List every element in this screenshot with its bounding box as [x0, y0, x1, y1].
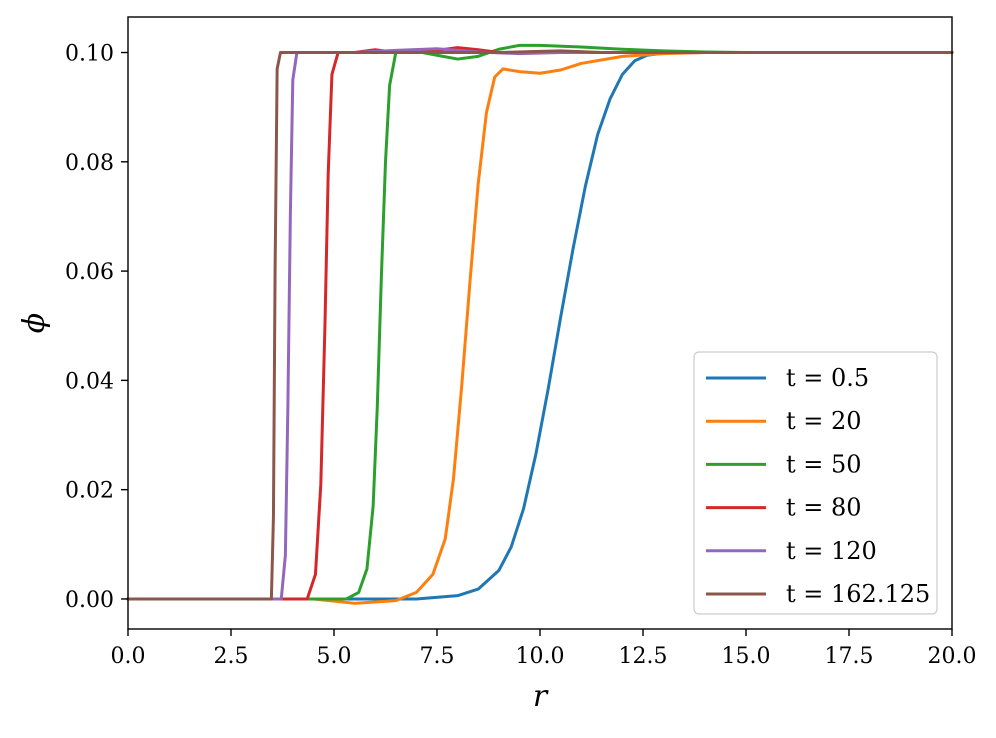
- legend-label-0: t = 0.5: [786, 364, 869, 392]
- ticks-layer: 0.0 2.5 5.0 7.5 10.0 12.5 15.0 17.5 20.0 0.00 0.02…: [65, 42, 976, 669]
- series-line-1: [126, 51, 954, 605]
- x-tick-label: 15.0: [722, 644, 771, 669]
- y-tick-label: 0.06: [65, 260, 114, 285]
- y-tick-label: 0.00: [65, 588, 114, 613]
- y-tick-label: 0.10: [65, 42, 114, 67]
- y-tick-label: 0.02: [65, 479, 114, 504]
- x-axis-label: r: [533, 679, 549, 714]
- x-tick-label: 7.5: [420, 644, 455, 669]
- series-line-5: [126, 49, 954, 601]
- series-layer: [126, 43, 954, 605]
- legend-box: [693, 351, 938, 615]
- x-tick-label: 10.0: [516, 644, 565, 669]
- legend-label-3: t = 80: [786, 494, 862, 522]
- legend-label-1: t = 20: [786, 407, 862, 435]
- y-axis-label: ϕ: [17, 313, 52, 333]
- x-tick-label: 0.0: [111, 644, 146, 669]
- legend-label-4: t = 120: [786, 537, 877, 565]
- legend-label-5: t = 162.125: [786, 580, 930, 608]
- legend: t = 0.5 t = 20 t = 50 t = 80 t = 120 t = 162.…: [693, 351, 938, 615]
- legend-label-2: t = 50: [786, 450, 862, 478]
- y-tick-label: 0.08: [65, 151, 114, 176]
- x-tick-label: 2.5: [214, 644, 249, 669]
- series-line-2: [126, 43, 954, 601]
- x-tick-label: 12.5: [619, 644, 668, 669]
- x-tick-label: 20.0: [928, 644, 977, 669]
- y-tick-label: 0.04: [65, 369, 114, 394]
- x-tick-label: 17.5: [825, 644, 874, 669]
- x-tick-label: 5.0: [317, 644, 352, 669]
